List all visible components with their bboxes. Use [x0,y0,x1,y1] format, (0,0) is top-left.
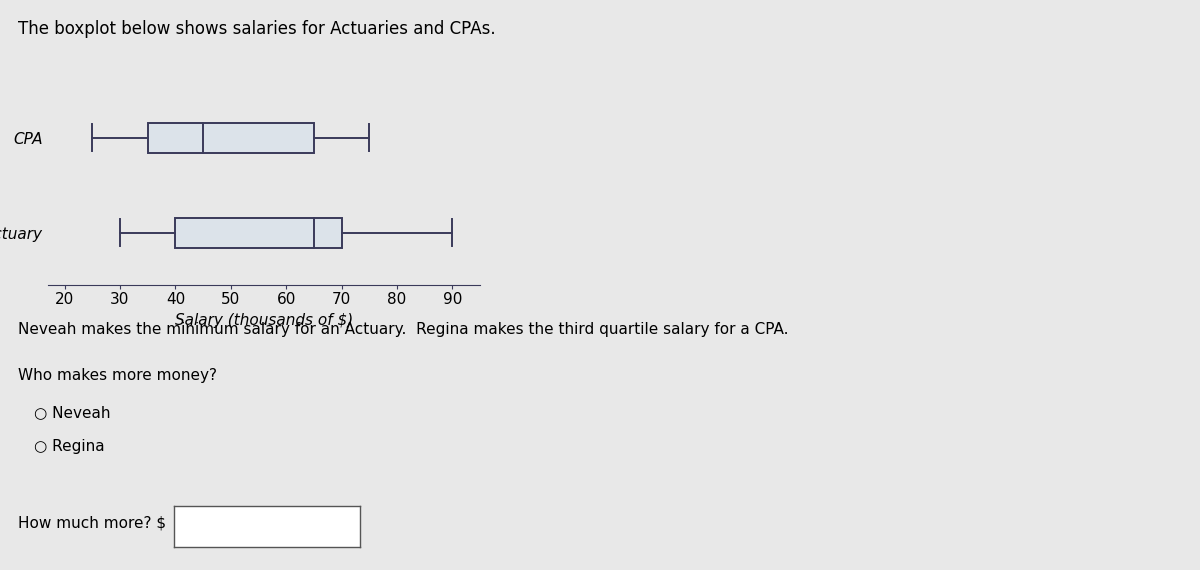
Bar [175,218,342,248]
Bar [148,123,314,153]
Text: The boxplot below shows salaries for Actuaries and CPAs.: The boxplot below shows salaries for Act… [18,20,496,38]
Text: Neveah makes the minimum salary for an Actuary.  Regina makes the third quartile: Neveah makes the minimum salary for an A… [18,322,788,337]
Text: Who makes more money?: Who makes more money? [18,368,217,382]
Text: ○ Regina: ○ Regina [34,439,104,454]
Text: How much more? $: How much more? $ [18,516,166,531]
X-axis label: Salary (thousands of $): Salary (thousands of $) [175,312,353,328]
Text: ○ Neveah: ○ Neveah [34,405,110,420]
